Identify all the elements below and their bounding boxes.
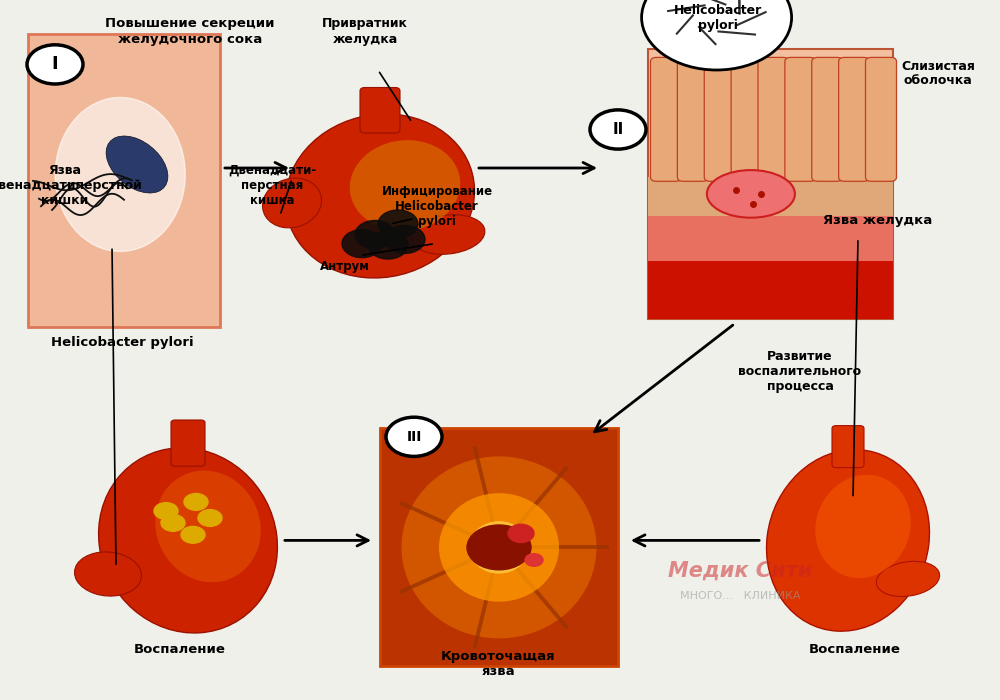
FancyBboxPatch shape: [648, 216, 893, 261]
FancyBboxPatch shape: [360, 88, 400, 133]
Circle shape: [181, 526, 205, 543]
Text: Язва желудка: Язва желудка: [823, 214, 933, 227]
Circle shape: [27, 45, 83, 84]
Circle shape: [642, 0, 792, 70]
Ellipse shape: [411, 215, 485, 254]
Ellipse shape: [707, 170, 795, 218]
FancyBboxPatch shape: [380, 428, 618, 666]
Text: III: III: [406, 430, 422, 444]
Ellipse shape: [55, 97, 185, 251]
Circle shape: [161, 514, 185, 531]
Ellipse shape: [876, 561, 940, 596]
Text: II: II: [612, 122, 624, 137]
FancyBboxPatch shape: [785, 57, 816, 181]
FancyBboxPatch shape: [731, 57, 762, 181]
Ellipse shape: [815, 475, 911, 578]
Ellipse shape: [439, 493, 559, 601]
Circle shape: [184, 494, 208, 510]
Text: Инфицирование
Helicobacter
pylori: Инфицирование Helicobacter pylori: [381, 185, 493, 228]
Text: Воспаление: Воспаление: [134, 643, 226, 656]
Text: МНОГО...   КЛИНИКА: МНОГО... КЛИНИКА: [680, 592, 800, 601]
Circle shape: [368, 231, 408, 259]
FancyBboxPatch shape: [648, 177, 893, 216]
Circle shape: [198, 510, 222, 526]
FancyBboxPatch shape: [866, 57, 897, 181]
Text: Развитие
воспалительного
процесса: Развитие воспалительного процесса: [738, 350, 862, 393]
Circle shape: [154, 503, 178, 519]
FancyBboxPatch shape: [648, 49, 893, 318]
Text: Медик Сити: Медик Сити: [668, 561, 812, 580]
FancyBboxPatch shape: [839, 57, 870, 181]
Circle shape: [386, 417, 442, 456]
Ellipse shape: [402, 456, 596, 638]
Circle shape: [355, 220, 395, 248]
Ellipse shape: [469, 521, 529, 574]
Text: Кровоточащая
язва: Кровоточащая язва: [441, 650, 555, 678]
Ellipse shape: [350, 140, 460, 231]
Text: Helicobacter
pylori: Helicobacter pylori: [674, 4, 762, 32]
Text: Повышение секреции
желудочного сока: Повышение секреции желудочного сока: [105, 18, 275, 46]
FancyBboxPatch shape: [832, 426, 864, 468]
Text: I: I: [52, 55, 58, 74]
Ellipse shape: [106, 136, 168, 193]
Ellipse shape: [285, 114, 475, 278]
Circle shape: [590, 110, 646, 149]
Ellipse shape: [75, 552, 141, 596]
Circle shape: [342, 230, 382, 258]
FancyBboxPatch shape: [171, 420, 205, 466]
Text: Привратник
желудка: Привратник желудка: [322, 18, 408, 46]
Text: Антрум: Антрум: [320, 260, 370, 274]
FancyBboxPatch shape: [812, 57, 843, 181]
Text: Helicobacter pylori: Helicobacter pylori: [51, 336, 193, 349]
FancyBboxPatch shape: [677, 57, 708, 181]
Ellipse shape: [767, 449, 929, 631]
Ellipse shape: [99, 448, 277, 633]
Circle shape: [385, 225, 425, 253]
Ellipse shape: [262, 178, 322, 228]
FancyBboxPatch shape: [758, 57, 789, 181]
Text: Двенадцати-
перстная
кишка: Двенадцати- перстная кишка: [228, 164, 316, 207]
FancyBboxPatch shape: [28, 34, 220, 327]
Text: Воспаление: Воспаление: [809, 643, 901, 656]
Circle shape: [508, 524, 534, 542]
FancyBboxPatch shape: [648, 261, 893, 319]
Circle shape: [525, 554, 543, 566]
FancyBboxPatch shape: [651, 57, 682, 181]
Ellipse shape: [155, 470, 261, 582]
FancyBboxPatch shape: [704, 57, 735, 181]
Text: Язва
двенадцатиперстной
кишки: Язва двенадцатиперстной кишки: [0, 164, 142, 207]
Circle shape: [467, 525, 531, 570]
Circle shape: [378, 210, 418, 238]
Text: Слизистая
оболочка: Слизистая оболочка: [901, 60, 975, 88]
